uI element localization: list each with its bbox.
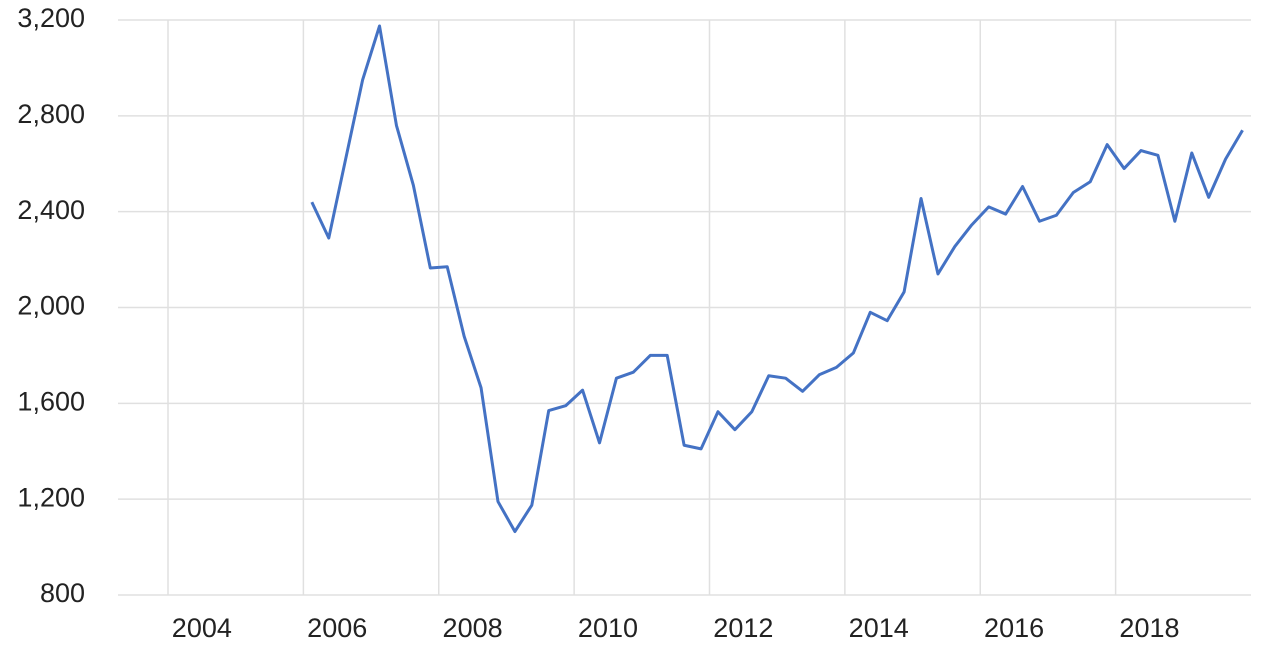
- x-tick-label: 2008: [443, 613, 503, 643]
- x-tick-label: 2006: [307, 613, 367, 643]
- y-tick-label: 1,600: [17, 386, 85, 416]
- x-tick-label: 2012: [713, 613, 773, 643]
- data-line: [310, 24, 1244, 534]
- x-tick-label: 2004: [172, 613, 232, 643]
- y-tick-label: 2,400: [17, 195, 85, 225]
- x-tick-label: 2010: [578, 613, 638, 643]
- x-tick-label: 2014: [849, 613, 909, 643]
- x-tick-label: 2016: [984, 613, 1044, 643]
- y-tick-label: 2,000: [17, 291, 85, 321]
- y-tick-label: 1,200: [17, 482, 85, 512]
- y-tick-label: 2,800: [17, 99, 85, 129]
- y-tick-label: 800: [40, 578, 85, 608]
- x-tick-label: 2018: [1119, 613, 1179, 643]
- y-tick-label: 3,200: [17, 3, 85, 33]
